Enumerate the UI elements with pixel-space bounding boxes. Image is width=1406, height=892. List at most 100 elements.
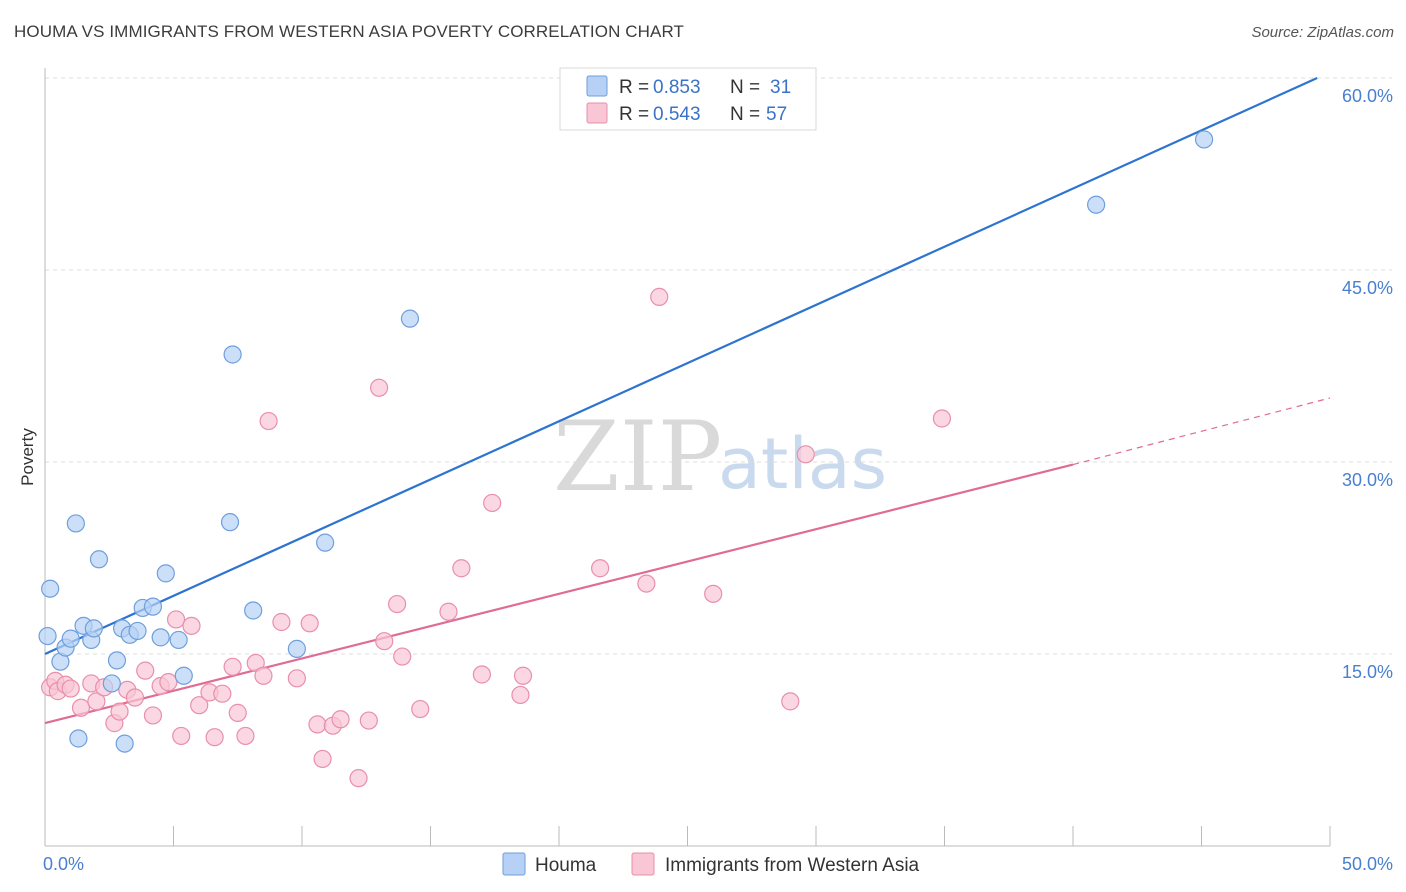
western-asia-point <box>704 584 723 603</box>
houma-point <box>316 533 335 552</box>
legend-r-value: 0.543 <box>653 104 701 125</box>
western-asia-point <box>349 769 368 788</box>
houma-point <box>143 597 163 616</box>
western-asia-point <box>483 493 502 513</box>
houma-point <box>1087 195 1106 214</box>
houma-point <box>400 309 420 328</box>
houma-point <box>1194 130 1214 149</box>
bottom-legend-swatch-western-asia <box>631 852 655 876</box>
western-asia-point <box>287 669 306 688</box>
houma-point <box>41 579 60 598</box>
western-asia-point <box>254 666 273 685</box>
western-asia-point <box>650 287 669 306</box>
houma-point <box>107 651 127 670</box>
western-asia-point <box>511 685 530 705</box>
houma-point <box>220 513 240 532</box>
legend-n-value: 31 <box>770 77 791 98</box>
houma-point <box>128 621 147 641</box>
western-asia-point <box>393 647 412 666</box>
houma-point <box>151 628 170 647</box>
western-asia-point <box>591 559 610 578</box>
data-points <box>38 130 1214 788</box>
houma-point <box>244 601 263 620</box>
legend-r-label: R = <box>619 104 649 125</box>
gridlines <box>44 77 1392 846</box>
legend-swatch-houma <box>586 75 608 97</box>
houma-point <box>115 734 134 753</box>
series-legend: Houma Immigrants from Western Asia <box>502 852 920 876</box>
western-asia-point <box>308 715 327 734</box>
western-asia-trend-line <box>44 463 1074 725</box>
western-asia-point <box>136 661 155 680</box>
bottom-legend-western-asia: Immigrants from Western Asia <box>665 855 920 876</box>
western-asia-point <box>182 616 201 635</box>
western-asia-point <box>125 688 145 707</box>
houma-trend-line <box>44 76 1318 656</box>
western-asia-point <box>300 614 319 633</box>
houma-point <box>61 629 80 648</box>
houma-point <box>169 630 188 650</box>
y-tick-label: 30.0% <box>1342 470 1393 490</box>
western-asia-point <box>166 610 186 629</box>
legend-r-value: 0.853 <box>653 77 701 98</box>
y-tick-label: 15.0% <box>1342 662 1393 682</box>
axes <box>44 68 1330 847</box>
houma-point <box>89 550 109 569</box>
western-asia-point <box>387 594 407 614</box>
western-asia-point <box>87 692 106 711</box>
western-asia-point <box>223 657 242 676</box>
houma-point <box>69 729 88 748</box>
western-asia-point <box>439 602 458 621</box>
chart-title: HOUMA VS IMMIGRANTS FROM WESTERN ASIA PO… <box>14 22 685 41</box>
chart-source: Source: ZipAtlas.com <box>1251 24 1394 41</box>
western-asia-point <box>359 711 378 730</box>
western-asia-point <box>172 726 191 746</box>
western-asia-point <box>272 612 291 632</box>
legend-n-label: N = <box>730 104 760 125</box>
tick-labels: 15.0% 30.0% 45.0% 60.0% 0.0% 50.0% <box>43 86 1393 874</box>
trend-lines <box>44 76 1331 725</box>
western-asia-point <box>781 692 800 711</box>
houma-point <box>84 619 103 638</box>
y-axis-title: Poverty <box>18 428 37 486</box>
legend-n-value: 57 <box>766 104 787 125</box>
western-asia-point <box>796 445 815 464</box>
houma-point <box>156 564 175 583</box>
legend-n-label: N = <box>730 77 760 98</box>
western-asia-point <box>452 559 471 578</box>
western-asia-point <box>143 706 163 725</box>
western-asia-point <box>375 632 394 651</box>
houma-point <box>223 345 242 364</box>
watermark-atlas: atlas <box>718 423 887 505</box>
western-asia-point <box>932 409 952 428</box>
houma-point <box>102 674 121 693</box>
western-asia-point <box>513 666 533 685</box>
bottom-legend-swatch-houma <box>502 852 526 876</box>
houma-point <box>174 666 193 685</box>
western-asia-point <box>61 679 80 698</box>
western-asia-point <box>213 684 232 703</box>
western-asia-point <box>411 699 430 719</box>
western-asia-point <box>637 574 656 593</box>
houma-point <box>66 514 85 533</box>
western-asia-point <box>236 726 255 746</box>
western-asia-point <box>205 728 224 747</box>
y-tick-label: 60.0% <box>1342 86 1393 106</box>
western-asia-trend-extension <box>1072 397 1331 466</box>
western-asia-point <box>313 749 332 769</box>
western-asia-point <box>370 378 389 397</box>
legend-swatch-western-asia <box>586 102 608 124</box>
western-asia-point <box>228 703 247 722</box>
western-asia-point <box>110 702 129 721</box>
western-asia-point <box>472 665 491 684</box>
x-tick-label-max: 50.0% <box>1342 854 1393 874</box>
western-asia-point <box>71 698 91 717</box>
legend-r-label: R = <box>619 77 649 98</box>
houma-point <box>287 639 306 658</box>
stats-legend: R = 0.853 N = 31 R = 0.543 N = 57 <box>559 67 817 131</box>
western-asia-point <box>331 710 350 729</box>
x-tick-label-min: 0.0% <box>43 854 84 874</box>
bottom-legend-houma: Houma <box>535 855 597 876</box>
y-tick-label: 45.0% <box>1342 278 1393 298</box>
western-asia-point <box>159 673 178 692</box>
